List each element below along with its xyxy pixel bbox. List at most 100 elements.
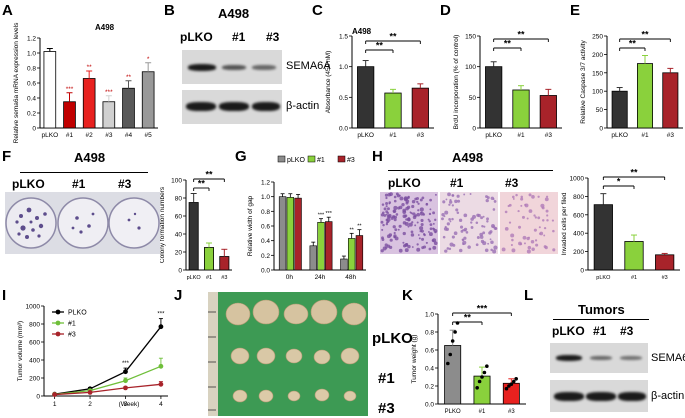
stained-cell — [385, 205, 388, 208]
panel-label-e: E — [570, 2, 581, 19]
stained-cell — [425, 203, 429, 206]
panel-label-l: L — [524, 287, 534, 304]
data-point — [477, 379, 482, 384]
blot-l-sema6a-strip — [550, 343, 648, 373]
x-tick-label: #1 — [66, 132, 74, 139]
series-line — [54, 326, 162, 395]
stained-cell — [411, 221, 414, 224]
blot-b-actin-strip — [182, 90, 282, 124]
x-tick-label: 4 — [159, 401, 163, 408]
stained-cell — [398, 248, 403, 253]
stained-cell — [388, 245, 393, 250]
stained-cell — [432, 211, 436, 215]
stained-cell — [458, 248, 463, 253]
blot-l-title-rule — [553, 319, 649, 320]
stained-cell — [381, 228, 384, 231]
stained-cell — [428, 247, 432, 251]
stained-cell — [490, 196, 495, 200]
stained-cell — [411, 204, 415, 209]
blot-b-lane-plko: pLKO — [180, 30, 213, 44]
stained-cell — [533, 214, 536, 217]
stained-cell — [412, 212, 416, 216]
stained-cell — [508, 221, 512, 224]
plate-f-title-rule — [20, 172, 148, 173]
stained-cell — [405, 201, 409, 205]
x-tick-label: pLKO — [611, 132, 628, 139]
stained-cell — [404, 248, 409, 253]
stained-cell — [451, 235, 455, 239]
significance-label: ** — [205, 170, 213, 180]
stained-cell — [451, 204, 454, 207]
stained-cell — [552, 248, 556, 252]
stained-cell — [387, 213, 392, 218]
legend-swatch — [277, 155, 286, 163]
stained-cell — [420, 223, 424, 227]
bar — [317, 222, 325, 271]
stained-cell — [428, 220, 431, 223]
stained-cell — [417, 209, 420, 212]
plate-3 — [108, 197, 160, 249]
panel-label-a: A — [2, 2, 13, 19]
blot-band — [252, 102, 280, 111]
stained-cell — [448, 247, 452, 251]
x-tick-label: #3 — [662, 275, 668, 281]
stained-cell — [380, 220, 384, 224]
series-line — [54, 383, 161, 396]
bar — [294, 197, 302, 271]
stained-cell — [392, 210, 396, 213]
blot-b-row-actin: β-actin — [286, 100, 320, 112]
stained-cell — [504, 210, 508, 214]
y-tick-label: 0 — [472, 126, 476, 133]
legend-swatch — [337, 155, 346, 163]
stained-cell — [486, 217, 489, 221]
significance-mark: *** — [318, 213, 325, 219]
panel-label-d: D — [440, 2, 451, 19]
bar — [411, 87, 429, 129]
stained-cell — [393, 195, 397, 199]
stained-cell — [386, 234, 391, 239]
bar — [357, 66, 375, 129]
x-tick-label: 24h — [315, 274, 326, 281]
stained-cell — [407, 225, 410, 228]
stained-cell — [476, 236, 480, 240]
y-tick-label: 0.8 — [27, 66, 36, 73]
stained-cell — [458, 218, 463, 222]
y-axis-label: Tumor volume (mm³) — [17, 321, 24, 381]
legend-marker — [55, 309, 61, 315]
stained-cell — [524, 203, 527, 207]
panel-label-k: K — [402, 287, 413, 304]
x-tick-label: 1 — [53, 401, 57, 408]
stained-cell — [419, 229, 422, 233]
stained-cell — [484, 248, 489, 253]
significance-mark: *** — [122, 361, 130, 367]
plate-plko — [5, 197, 57, 249]
blot-l-lane-1: #1 — [593, 324, 607, 338]
y-tick-label: 50 — [469, 95, 477, 102]
tumors-plko — [225, 299, 367, 326]
micrograph-3 — [500, 192, 558, 254]
micro-h-lane-plko: pLKO — [388, 176, 421, 190]
data-point — [482, 370, 487, 375]
stained-cell — [449, 198, 452, 202]
stained-cell — [531, 195, 535, 199]
stained-cell — [480, 216, 484, 220]
bar — [624, 241, 644, 271]
stained-cell — [405, 218, 408, 221]
stained-cell — [448, 218, 451, 221]
stained-cell — [402, 210, 407, 214]
data-point — [123, 385, 128, 391]
stained-cell — [417, 234, 420, 236]
legend-label: #3 — [68, 332, 76, 339]
stained-cell — [451, 217, 454, 221]
stained-cell — [434, 193, 437, 196]
stained-cell — [422, 233, 426, 236]
stained-cell — [507, 204, 510, 208]
stained-cell — [459, 225, 464, 229]
significance-mark: ** — [87, 64, 93, 71]
stained-cell — [414, 224, 417, 227]
chart-g: 0.0 0.2 0.4 0.6 0.8 1.0 1.2 Relative width of g… — [247, 155, 366, 281]
stained-cell — [421, 237, 425, 241]
tumors-3 — [232, 388, 357, 403]
y-tick-label: 0.2 — [27, 111, 36, 118]
stained-cell — [410, 230, 414, 234]
